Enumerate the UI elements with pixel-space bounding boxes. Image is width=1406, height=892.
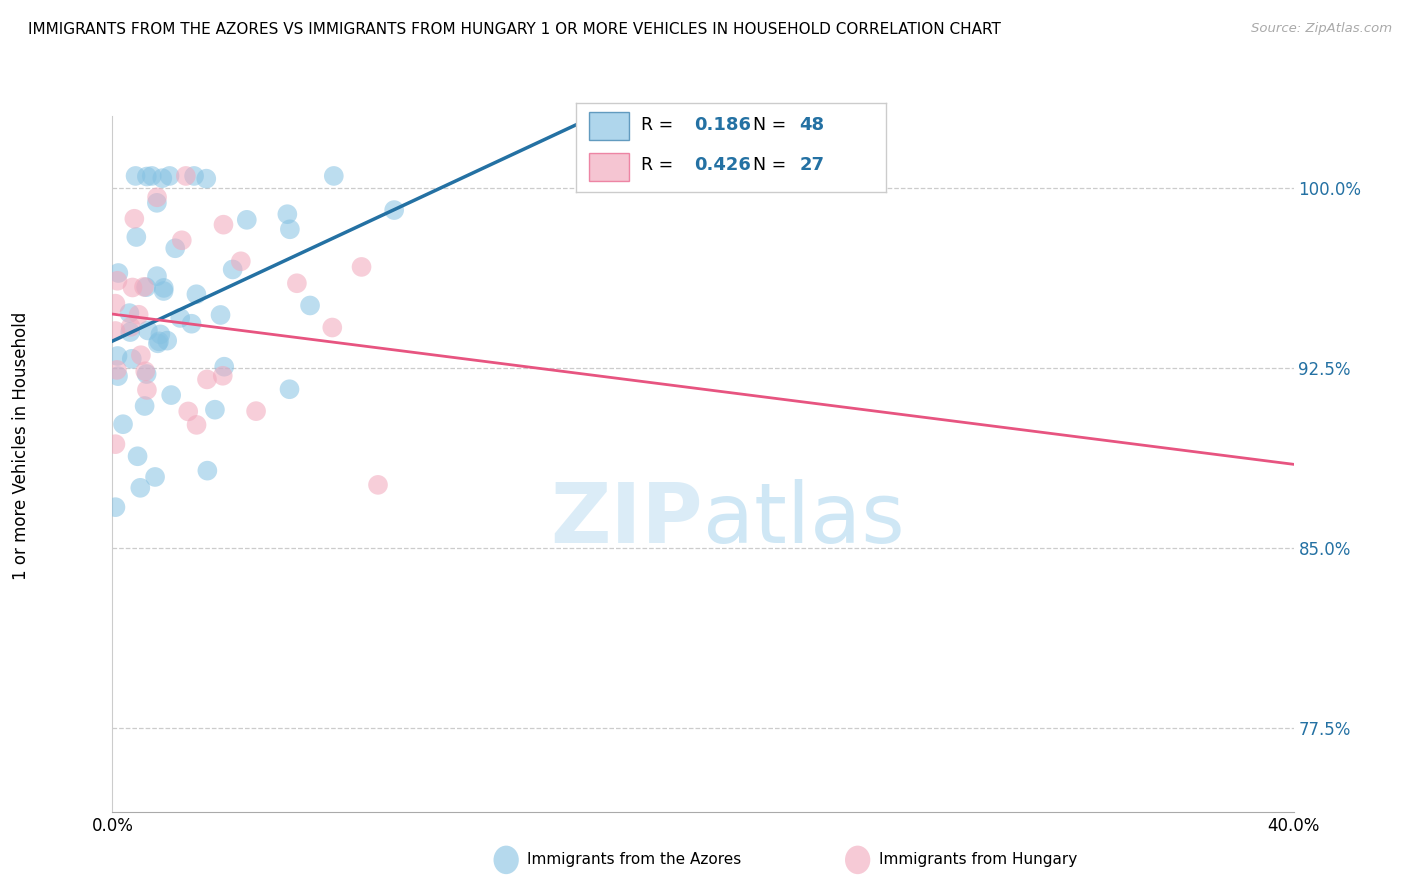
Text: ZIP: ZIP: [551, 479, 703, 560]
Text: 1 or more Vehicles in Household: 1 or more Vehicles in Household: [13, 312, 30, 580]
Text: Immigrants from Hungary: Immigrants from Hungary: [879, 853, 1077, 867]
Text: 0.186: 0.186: [695, 116, 751, 135]
Point: [107, 274, 129, 288]
Bar: [589, 112, 628, 140]
Point: [124, 211, 146, 226]
Point: [278, 382, 301, 396]
Point: [121, 351, 143, 366]
Text: 0.426: 0.426: [695, 156, 751, 174]
Point: [183, 169, 205, 183]
Point: [165, 241, 187, 255]
Point: [204, 402, 226, 417]
Point: [156, 334, 179, 348]
Point: [129, 348, 152, 362]
Point: [118, 306, 141, 320]
Point: [186, 417, 208, 432]
Text: R =: R =: [641, 116, 679, 135]
Point: [107, 349, 129, 363]
Point: [186, 287, 208, 301]
Point: [195, 372, 218, 386]
Point: [127, 450, 149, 464]
Point: [211, 368, 233, 383]
Text: Immigrants from the Azores: Immigrants from the Azores: [527, 853, 741, 867]
Point: [129, 481, 152, 495]
Text: R =: R =: [641, 156, 679, 174]
Point: [152, 284, 174, 298]
Point: [174, 169, 197, 183]
Point: [146, 336, 169, 351]
Point: [245, 404, 267, 418]
Point: [153, 281, 176, 295]
Text: Source: ZipAtlas.com: Source: ZipAtlas.com: [1251, 22, 1392, 36]
Point: [134, 399, 156, 413]
Point: [299, 298, 322, 312]
Point: [104, 324, 127, 338]
Text: atlas: atlas: [703, 479, 904, 560]
Point: [107, 369, 129, 384]
Point: [136, 323, 159, 337]
Point: [229, 254, 252, 268]
Point: [170, 233, 193, 247]
Point: [212, 359, 235, 374]
Point: [134, 364, 156, 378]
Point: [112, 417, 135, 432]
Point: [104, 437, 127, 451]
Point: [382, 202, 405, 217]
Bar: [589, 153, 628, 181]
Text: IMMIGRANTS FROM THE AZORES VS IMMIGRANTS FROM HUNGARY 1 OR MORE VEHICLES IN HOUS: IMMIGRANTS FROM THE AZORES VS IMMIGRANTS…: [28, 22, 1001, 37]
Point: [124, 169, 146, 183]
Point: [120, 319, 142, 334]
Point: [159, 169, 181, 183]
Point: [212, 218, 235, 232]
Point: [141, 169, 163, 183]
Point: [104, 296, 127, 310]
Point: [146, 190, 169, 204]
Point: [135, 367, 157, 381]
Point: [285, 277, 308, 291]
Point: [149, 327, 172, 342]
Point: [177, 404, 200, 418]
Point: [195, 171, 218, 186]
Point: [236, 212, 259, 227]
Point: [107, 266, 129, 280]
Point: [150, 171, 173, 186]
Point: [146, 269, 169, 284]
Point: [125, 230, 148, 244]
Text: N =: N =: [752, 156, 792, 174]
Point: [278, 222, 301, 236]
Point: [135, 280, 157, 294]
Point: [180, 317, 202, 331]
Point: [120, 325, 142, 339]
Point: [128, 308, 150, 322]
Point: [135, 383, 157, 397]
Point: [169, 310, 191, 325]
Text: 48: 48: [799, 116, 824, 135]
Point: [104, 500, 127, 515]
Point: [350, 260, 373, 274]
Point: [135, 169, 157, 184]
Point: [143, 470, 166, 484]
Point: [146, 195, 169, 210]
Point: [209, 308, 232, 322]
Point: [121, 280, 143, 294]
Point: [321, 320, 343, 334]
Point: [276, 207, 298, 221]
Text: N =: N =: [752, 116, 792, 135]
Point: [322, 169, 344, 183]
Point: [105, 363, 128, 377]
Point: [132, 280, 155, 294]
Point: [160, 388, 183, 402]
Point: [221, 262, 243, 277]
Point: [195, 464, 218, 478]
Point: [148, 334, 170, 349]
Text: 27: 27: [799, 156, 824, 174]
Point: [367, 478, 389, 492]
